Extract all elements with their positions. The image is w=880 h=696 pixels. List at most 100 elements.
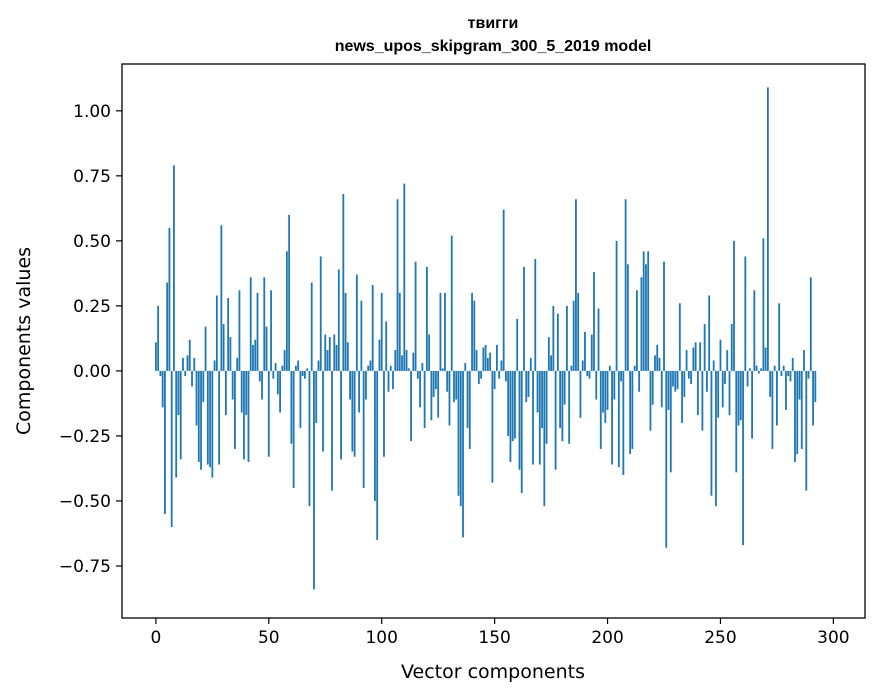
bar-219 [649,370,652,431]
bar-40 [245,370,248,416]
bar-181 [563,370,566,405]
bar-202 [611,370,613,465]
bar-207 [622,370,625,475]
bar-271 [766,87,769,371]
bar-210 [629,370,632,455]
bar-222 [656,344,659,371]
bar-130 [448,370,451,426]
bar-44 [254,339,257,371]
bar-177 [554,370,557,470]
bar-261 [744,256,747,371]
bar-90 [358,370,361,413]
bar-101 [383,370,385,457]
x-tick-label: 50 [258,628,280,648]
bar-43 [252,344,254,371]
bar-61 [292,370,295,488]
bar-159 [514,370,516,439]
x-tick-label: 100 [365,628,397,648]
y-axis-label: Components values [13,247,35,435]
bar-77 [328,337,331,371]
bar-14 [186,355,189,371]
y-tick-label: 0.50 [73,232,111,252]
bar-265 [753,290,756,371]
bar-192 [588,370,591,379]
bar-92 [362,370,365,488]
bar-254 [728,370,731,416]
bar-76 [326,350,329,371]
bar-73 [319,256,322,371]
bars-group [154,87,817,590]
bar-31 [224,370,227,416]
bar-215 [640,277,643,371]
bar-145 [482,347,485,371]
bar-85 [346,342,349,371]
bar-109 [401,355,403,371]
bar-147 [486,357,489,371]
bar-246 [710,370,713,496]
bar-10 [177,370,180,416]
bar-107 [396,199,399,371]
bar-191 [586,370,589,377]
bar-103 [387,370,390,392]
bar-20 [200,370,202,470]
bar-35 [234,370,236,449]
bar-195 [595,370,598,400]
bar-6 [168,227,171,371]
bar-174 [547,337,550,371]
bar-230 [674,370,677,392]
bar-72 [317,360,320,371]
bar-68 [308,370,311,507]
bar-139 [468,370,471,449]
bar-173 [545,370,548,444]
bar-42 [249,277,252,371]
bar-206 [620,370,622,382]
bar-115 [414,261,417,371]
y-tick-label: −0.75 [59,557,111,577]
bar-132 [453,370,455,403]
bar-292 [814,370,817,403]
bar-116 [416,370,419,379]
bar-284 [796,370,799,455]
bar-9 [175,370,178,478]
bar-123 [432,370,435,397]
bar-162 [520,370,523,494]
bar-84 [344,292,347,371]
bar-227 [667,370,670,410]
bar-25 [211,370,214,478]
bar-223 [658,357,661,371]
bar-114 [412,352,415,371]
y-axis-ticks: −0.75 −0.50 −0.25 0.00 0.25 0.50 0.75 1.00 [59,102,122,577]
bar-280 [787,370,790,377]
bar-258 [737,370,740,426]
bar-157 [509,370,512,462]
bar-228 [669,370,672,473]
bar-56 [281,365,284,371]
bar-269 [762,238,765,371]
x-tick-label: 150 [478,628,510,648]
bar-156 [507,370,510,436]
bar-287 [803,350,805,371]
bar-253 [726,350,729,371]
bar-165 [527,370,530,397]
bar-54 [276,370,279,395]
bar-82 [340,370,342,460]
bar-97 [374,370,376,501]
bar-62 [294,365,297,371]
bar-0 [154,342,157,371]
bar-226 [665,370,668,548]
bar-286 [800,370,803,449]
bar-47 [261,370,263,400]
bar-17 [193,357,196,371]
bar-57 [283,350,286,371]
bar-125 [437,370,440,418]
bar-55 [279,370,281,413]
bar-268 [760,368,763,371]
bar-1 [157,305,160,371]
bar-208 [624,199,627,371]
bar-274 [773,365,776,371]
bar-151 [495,344,498,371]
bar-45 [256,292,259,371]
x-tick-label: 300 [817,628,849,648]
bar-91 [360,300,363,371]
bar-141 [473,300,476,371]
